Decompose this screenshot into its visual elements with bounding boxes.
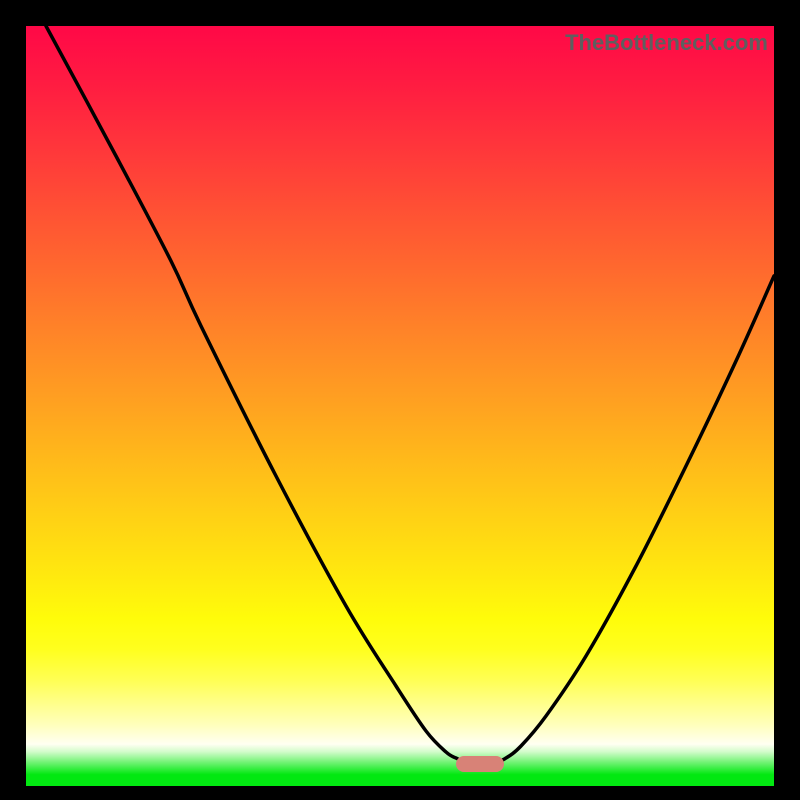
minimum-marker — [456, 756, 504, 772]
bottleneck-curve — [26, 26, 774, 786]
chart-container: TheBottleneck.com — [0, 0, 800, 800]
watermark-text: TheBottleneck.com — [565, 30, 768, 56]
plot-area: TheBottleneck.com — [26, 26, 774, 786]
curve-path — [46, 26, 774, 761]
